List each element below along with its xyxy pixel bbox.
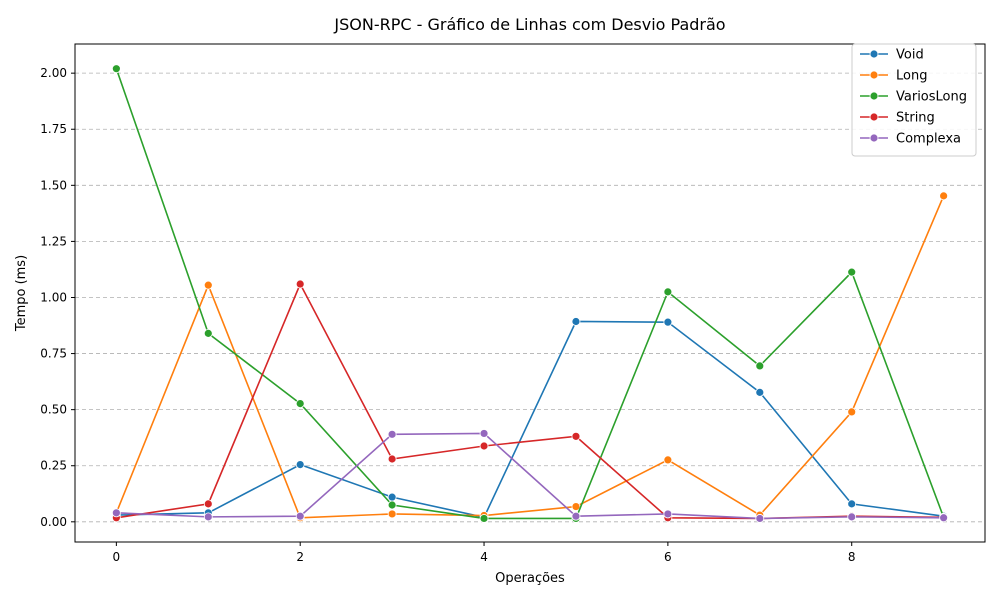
x-axis-label: Operações (495, 571, 565, 586)
y-axis-label: Tempo (ms) (14, 255, 29, 332)
data-point (847, 407, 857, 417)
series-void (111, 317, 949, 522)
series-line (116, 282, 944, 520)
x-tick-label: 8 (848, 550, 856, 564)
data-point (755, 387, 765, 397)
data-point (203, 328, 213, 338)
legend-item-void: Void (860, 48, 924, 63)
data-point (387, 500, 397, 510)
x-tick-label: 4 (480, 550, 488, 564)
y-tick-label: 0.75 (40, 347, 67, 361)
data-point (387, 454, 397, 464)
chart-title: JSON-RPC - Gráfico de Linhas com Desvio … (333, 15, 725, 34)
data-point (663, 317, 673, 327)
legend-item-complexa: Complexa (860, 132, 961, 147)
data-point (111, 64, 121, 74)
x-tick-label: 2 (296, 550, 304, 564)
data-point (847, 267, 857, 277)
legend: Void Long VariosLong String Complexa (851, 43, 977, 157)
data-point (939, 191, 949, 201)
data-point (755, 514, 765, 523)
legend-label: Complexa (896, 132, 961, 147)
data-point (847, 512, 857, 522)
y-tick-label: 0.25 (40, 459, 67, 473)
data-point (663, 509, 673, 519)
legend-marker (869, 70, 879, 80)
y-tick-label: 2.00 (40, 66, 67, 80)
data-point (571, 431, 581, 441)
series-line (115, 195, 945, 519)
gridlines (75, 72, 985, 523)
series-layer (111, 64, 949, 523)
series-line (115, 68, 945, 520)
data-point (295, 460, 305, 470)
legend-marker (869, 133, 879, 143)
data-point (295, 279, 305, 289)
legend-item-varioslong: VariosLong (860, 90, 967, 105)
data-point (571, 502, 581, 511)
data-point (203, 280, 213, 290)
data-point (203, 499, 213, 509)
legend-label: Long (896, 69, 927, 84)
y-tick-label: 0.00 (40, 515, 67, 529)
series-line (116, 432, 944, 520)
legend-marker (869, 112, 879, 122)
data-point (479, 514, 489, 523)
data-point (111, 508, 121, 518)
legend-item-string: String (860, 111, 935, 126)
data-point (203, 512, 213, 522)
legend-label: String (896, 111, 935, 126)
series-varioslong (111, 64, 949, 523)
data-point (295, 511, 305, 521)
y-tick-label: 1.75 (40, 122, 67, 136)
y-axis: 0.00 0.25 0.50 0.75 1.00 1.25 1.50 1.75 2.00 (40, 66, 75, 529)
legend-marker (869, 91, 879, 101)
data-point (663, 455, 673, 465)
series-complexa (111, 429, 949, 523)
data-point (663, 287, 673, 297)
y-tick-label: 0.50 (40, 403, 67, 417)
data-point (387, 429, 397, 439)
data-point (479, 441, 489, 451)
data-point (571, 511, 581, 521)
legend-label: Void (896, 48, 924, 63)
x-axis: 0 2 4 6 8 (113, 542, 856, 564)
series-line (116, 320, 944, 519)
legend-label: VariosLong (896, 90, 967, 105)
data-point (479, 429, 489, 438)
data-point (387, 509, 397, 519)
y-tick-label: 1.00 (40, 290, 67, 304)
data-point (387, 492, 397, 502)
series-long (111, 191, 949, 523)
plot-frame (74, 43, 986, 543)
y-tick-label: 1.50 (40, 178, 67, 192)
legend-item-long: Long (860, 69, 927, 84)
legend-marker (869, 49, 879, 59)
x-tick-label: 0 (113, 550, 121, 564)
series-string (111, 279, 949, 523)
x-tick-label: 6 (664, 550, 672, 564)
legend-box (851, 43, 977, 157)
data-point (571, 317, 581, 326)
data-point (755, 361, 765, 371)
data-point (295, 399, 305, 408)
data-point (847, 499, 857, 509)
data-point (939, 513, 949, 523)
y-tick-label: 1.25 (40, 234, 67, 248)
